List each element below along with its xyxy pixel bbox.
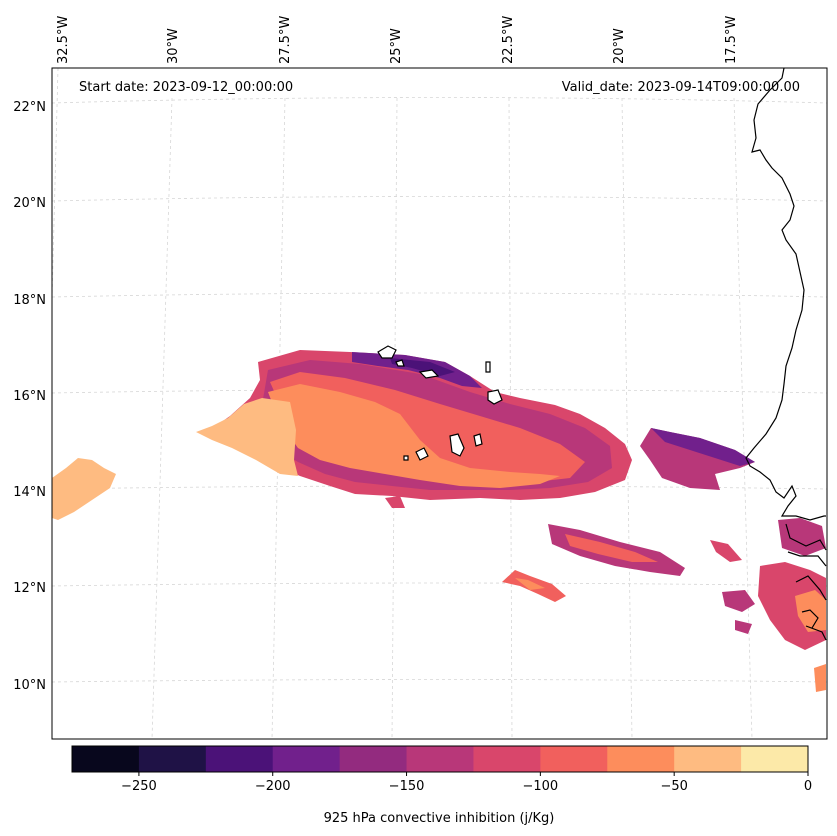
- grid-lon-30: [151, 97, 173, 740]
- grid-lat-16: [51, 389, 828, 394]
- island-boa-vista: [487, 389, 503, 405]
- cin-field-se-6: [710, 540, 742, 562]
- cin-field-se-4: [735, 620, 752, 634]
- lat-label: 12°N: [13, 581, 46, 596]
- lon-label: 22.5°W: [501, 16, 516, 64]
- cin-field-west-core: [196, 398, 298, 476]
- map-frame: [51, 67, 828, 740]
- colorbar-segment: [473, 746, 541, 772]
- colorbar-segment: [741, 746, 809, 772]
- senegal-gambia-coast: [785, 523, 827, 641]
- colorbar-segment: [272, 746, 341, 772]
- colorbar-segment: [205, 746, 274, 772]
- lat-label: 16°N: [13, 389, 46, 404]
- colorbar-segments: [72, 746, 809, 772]
- valid-date-label: Valid_date: 2023-09-14T09:00:00.00: [562, 80, 800, 95]
- grid-lat-18: [51, 292, 828, 298]
- island-maio: [473, 433, 483, 447]
- colorbar-tick-label: −50: [660, 779, 687, 794]
- island-sao-vicente: [395, 359, 405, 367]
- colorbar-tick-label: −200: [255, 779, 291, 794]
- start-date-label: Start date: 2023-09-12_00:00:00: [79, 80, 293, 95]
- grid-lat-14: [51, 485, 828, 490]
- cin-field-se-1: [778, 518, 826, 556]
- cin-field-south-small-core: [515, 578, 545, 590]
- lon-label: 32.5°W: [56, 16, 71, 64]
- lat-label: 10°N: [13, 678, 46, 693]
- colorbar-segment: [406, 746, 474, 772]
- island-sao-nicolau: [418, 369, 440, 379]
- grid-lat-22: [51, 97, 828, 104]
- colorbar-segment: [339, 746, 408, 772]
- lon-label: 27.5°W: [278, 16, 293, 64]
- colorbar-segment: [72, 746, 140, 772]
- colorbar-segment: [138, 746, 207, 772]
- colorbar-segment: [540, 746, 608, 772]
- cin-field-se-3: [722, 590, 755, 612]
- cin-field-se-5: [814, 664, 826, 692]
- grid-lon-20: [621, 97, 633, 740]
- colorbar: −250 −200 −150 −100 −50 0 925 hPa convec…: [71, 745, 812, 826]
- cin-contour-fields: [52, 350, 826, 692]
- island-santiago: [449, 433, 465, 457]
- colorbar-frame: [71, 745, 809, 773]
- africa-coastline: [745, 67, 826, 521]
- cin-field-west: [52, 458, 116, 520]
- lon-label: 17.5°W: [724, 16, 739, 64]
- lat-label: 22°N: [13, 100, 46, 115]
- grid-lon-32-5: [51, 67, 59, 301]
- colorbar-tick-label: −150: [389, 779, 425, 794]
- cin-field-east-dark: [651, 428, 755, 466]
- grid-lat-20: [51, 196, 828, 202]
- lon-label: 20°W: [612, 28, 627, 64]
- latitude-labels: 22°N 20°N 18°N 16°N 14°N 12°N 10°N: [13, 100, 46, 693]
- cin-field-north-core: [390, 358, 455, 376]
- grid-lon-17-5: [733, 97, 753, 740]
- island-fogo: [415, 447, 429, 461]
- island-santo-antao: [377, 345, 397, 359]
- islands: [377, 345, 503, 461]
- colorbar-tick-label: 0: [804, 779, 812, 794]
- longitude-labels: 32.5°W 30°W 27.5°W 25°W 22.5°W 20°W 17.5…: [56, 16, 739, 64]
- colorbar-segment: [674, 746, 742, 772]
- lat-label: 14°N: [13, 485, 46, 500]
- cin-field-east-branch: [640, 428, 755, 490]
- lat-label: 20°N: [13, 196, 46, 211]
- cin-field-main-inner: [268, 384, 560, 488]
- colorbar-tick-label: −100: [523, 779, 559, 794]
- cin-field-north-edge: [352, 352, 482, 388]
- lon-label: 25°W: [389, 28, 404, 64]
- grid-lat-10: [51, 679, 828, 683]
- cin-field-south-speck: [385, 496, 405, 508]
- colorbar-title: 925 hPa convective inhibition (j/Kg): [324, 811, 555, 826]
- colorbar-ticks: −250 −200 −150 −100 −50 0: [121, 772, 812, 794]
- colorbar-segment: [607, 746, 675, 772]
- lat-label: 18°N: [13, 293, 46, 308]
- island-sal: [485, 361, 491, 373]
- grid-lat-12: [51, 582, 828, 587]
- lon-label: 30°W: [166, 28, 181, 64]
- cin-field-south-band-inner: [565, 534, 658, 562]
- island-brava: [403, 455, 409, 461]
- colorbar-tick-label: −250: [121, 779, 157, 794]
